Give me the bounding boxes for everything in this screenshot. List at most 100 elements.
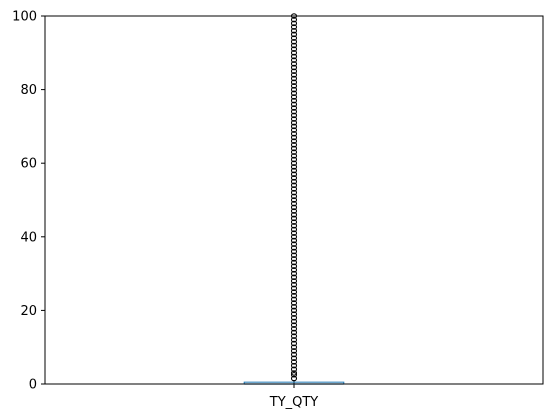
outlier-point	[290, 72, 298, 78]
y-tick-label: 0	[29, 378, 37, 393]
outlier-point	[290, 189, 298, 196]
outlier-point	[290, 248, 298, 255]
outlier-point	[290, 322, 298, 328]
outlier-point	[290, 208, 298, 214]
outlier-point	[290, 149, 298, 155]
outlier-point	[290, 42, 298, 49]
outlier-point	[290, 119, 298, 126]
outlier-point	[290, 300, 298, 306]
outlier-point	[290, 156, 298, 163]
outlier-point	[290, 57, 298, 63]
plot-background	[45, 16, 543, 384]
outlier-point	[290, 79, 298, 85]
outlier-point	[290, 64, 298, 71]
outlier-point	[290, 200, 298, 207]
outlier-point	[290, 116, 298, 122]
outlier-point	[290, 318, 298, 325]
outlier-point	[290, 46, 298, 52]
outlier-point	[290, 101, 298, 108]
outlier-point	[290, 230, 298, 236]
outlier-point	[290, 53, 298, 60]
outlier-point	[290, 274, 298, 281]
outlier-point	[290, 160, 298, 166]
x-tick-label: TY_QTY	[269, 395, 319, 410]
outlier-point	[290, 219, 298, 225]
outlier-point	[290, 68, 298, 74]
outlier-point	[290, 39, 298, 45]
outlier-point	[290, 204, 298, 211]
outlier-point	[290, 337, 298, 343]
outlier-point	[290, 86, 298, 93]
outlier-point	[290, 131, 298, 137]
outlier-point	[290, 267, 298, 273]
outlier-point	[290, 153, 298, 159]
outlier-point	[290, 50, 298, 56]
outlier-point	[290, 94, 298, 100]
outlier-point	[290, 370, 298, 376]
outlier-point	[290, 112, 298, 119]
outlier-point	[290, 344, 298, 350]
outlier-point	[290, 142, 298, 148]
outlier-point	[290, 61, 298, 67]
outlier-point	[290, 16, 298, 23]
outlier-point	[290, 278, 298, 284]
outlier-point	[290, 31, 298, 38]
outlier-point	[290, 27, 298, 34]
y-axis: 0 20 40 60 80 100	[12, 10, 45, 393]
outlier-point	[290, 241, 298, 247]
outlier-point	[290, 256, 298, 262]
outlier-point	[290, 303, 298, 310]
outlier-point	[290, 24, 298, 30]
outlier-point	[290, 127, 298, 133]
outlier-point	[290, 178, 298, 185]
outlier-point	[290, 237, 298, 244]
outlier-point	[290, 372, 298, 378]
outlier-point	[290, 167, 298, 174]
outlier-point	[290, 296, 298, 303]
y-tick-label: 80	[20, 83, 37, 98]
y-tick-label: 100	[12, 10, 37, 25]
outlier-point	[290, 105, 298, 111]
outlier-point	[290, 329, 298, 336]
outlier-point	[290, 366, 298, 373]
outlier-point	[290, 134, 298, 141]
outlier-point	[290, 75, 298, 82]
outlier-point	[290, 245, 298, 251]
outlier-point	[290, 348, 298, 354]
outlier-point	[290, 138, 298, 144]
outlier-point	[290, 307, 298, 314]
outlier-point	[290, 211, 298, 218]
outlier-point	[290, 362, 298, 369]
x-axis: TY_QTY	[269, 384, 319, 410]
outlier-point	[290, 340, 298, 347]
outlier-point	[290, 263, 298, 269]
outlier-point	[290, 193, 298, 200]
outlier-point	[290, 197, 298, 203]
outlier-point	[290, 175, 298, 181]
outlier-point	[290, 20, 298, 27]
outlier-point	[290, 355, 298, 361]
outlier-point	[290, 108, 298, 115]
plot-frame	[44, 15, 544, 385]
outlier-point	[290, 171, 298, 177]
outlier-point	[290, 359, 298, 365]
y-tick-label: 60	[20, 157, 37, 172]
outlier-point	[290, 333, 298, 339]
outlier-point	[290, 234, 298, 240]
outlier-point	[290, 375, 298, 382]
outlier-point	[290, 289, 298, 295]
outlier-point	[290, 123, 298, 130]
outlier-point	[290, 97, 298, 104]
outlier-point	[290, 83, 298, 89]
outlier-point	[290, 326, 298, 332]
outlier-point	[290, 259, 298, 266]
outlier-point	[290, 270, 298, 277]
y-tick-label: 40	[20, 230, 37, 245]
outlier-point	[290, 315, 298, 321]
outlier-point	[290, 351, 298, 358]
outlier-point	[290, 90, 298, 97]
outlier-point	[290, 186, 298, 192]
outlier-point	[290, 226, 298, 233]
